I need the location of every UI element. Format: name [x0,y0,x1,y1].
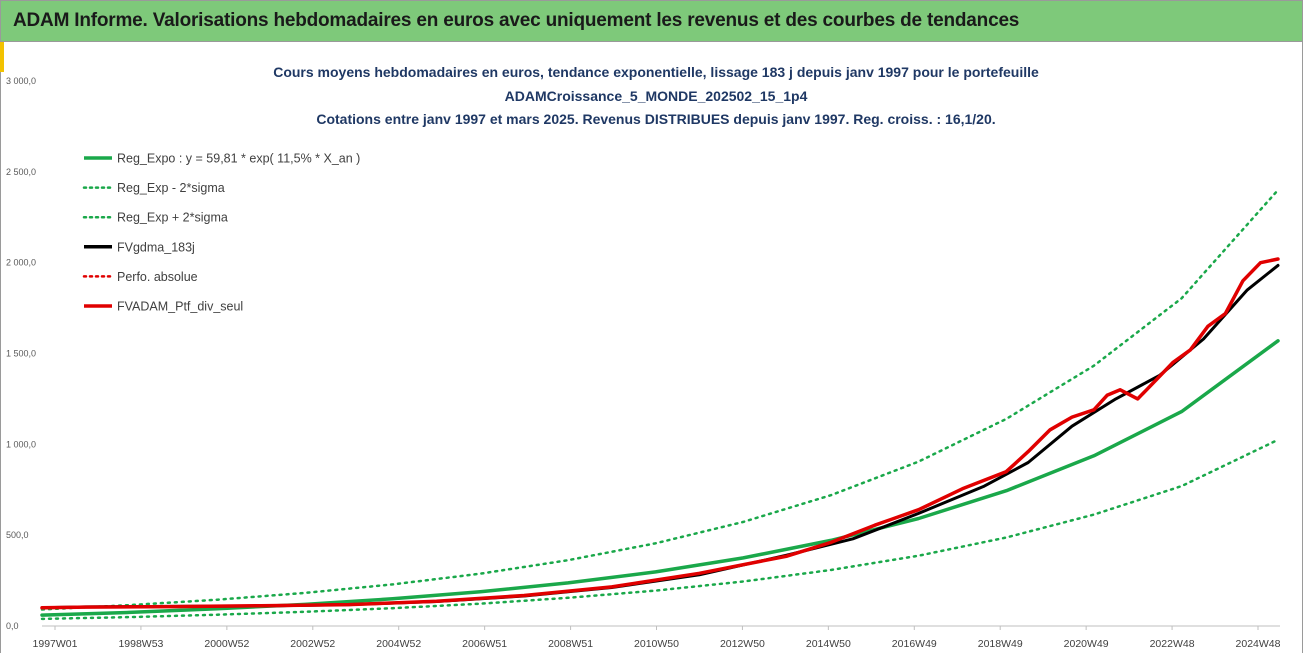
legend-label: Reg_Exp + 2*sigma [117,211,228,225]
y-tick-label: 2 000,0 [6,258,36,268]
x-tick-label: 2002W52 [290,638,335,650]
x-tick-label: 2022W48 [1150,638,1195,650]
series-line-2 [40,438,1280,621]
frame-accent [0,42,4,72]
chart-frame [0,42,1303,653]
x-tick-label: 1997W01 [33,638,78,650]
page-title: ADAM Informe. Valorisations hebdomadaire… [13,10,1020,31]
legend-label: Reg_Expo : y = 59,81 * exp( 11,5% * X_an… [117,152,360,166]
x-tick-label: 1998W53 [118,638,163,650]
y-tick-label: 0,0 [6,621,19,631]
y-tick-label: 2 500,0 [6,167,36,177]
series-group [40,188,1280,621]
x-tick-label: 2008W51 [548,638,593,650]
x-tick-label: 2004W52 [376,638,421,650]
x-tick-label: 2018W49 [978,638,1023,650]
x-axis-ticks: 1997W01 1998W53 2000W52 2002W52 2004W52 2006W… [33,626,1281,650]
chart-titles: Cours moyens hebdomadaires en euros, ten… [273,64,1039,127]
series-line-4 [40,263,1280,610]
y-tick-label: 1 000,0 [6,439,36,449]
legend-label: Reg_Exp - 2*sigma [117,181,225,195]
chart-title-line-3: Cotations entre janv 1997 et mars 2025. … [316,111,995,127]
x-tick-label: 2024W48 [1236,638,1281,650]
series-line-5 [40,257,1280,610]
x-tick-label: 2020W49 [1064,638,1109,650]
x-tick-label: 2016W49 [892,638,937,650]
x-tick-label: 2010W50 [634,638,679,650]
series-line-3 [40,188,1280,611]
y-tick-label: 1 500,0 [6,349,36,359]
x-tick-label: 2012W50 [720,638,765,650]
legend-label: FVADAM_Ptf_div_seul [117,300,243,314]
y-tick-label: 3 000,0 [6,76,36,86]
series-line-1 [40,339,1280,617]
legend-label: FVgdma_183j [117,240,195,254]
x-tick-label: 2006W51 [462,638,507,650]
header-banner: ADAM Informe. Valorisations hebdomadaire… [0,0,1303,42]
legend: Reg_Expo : y = 59,81 * exp( 11,5% * X_an… [82,152,360,314]
y-tick-label: 500,0 [6,530,29,540]
y-axis-ticks: 0,0 500,0 1 000,0 1 500,0 2 000,0 2 500,0 3 00… [6,76,36,631]
x-tick-label: 2014W50 [806,638,851,650]
chart-title-line-1: Cours moyens hebdomadaires en euros, ten… [273,64,1039,80]
legend-label: Perfo. absolue [117,270,198,284]
chart-title-line-2: ADAMCroissance_5_MONDE_202502_15_1p4 [505,88,808,104]
x-tick-label: 2000W52 [204,638,249,650]
